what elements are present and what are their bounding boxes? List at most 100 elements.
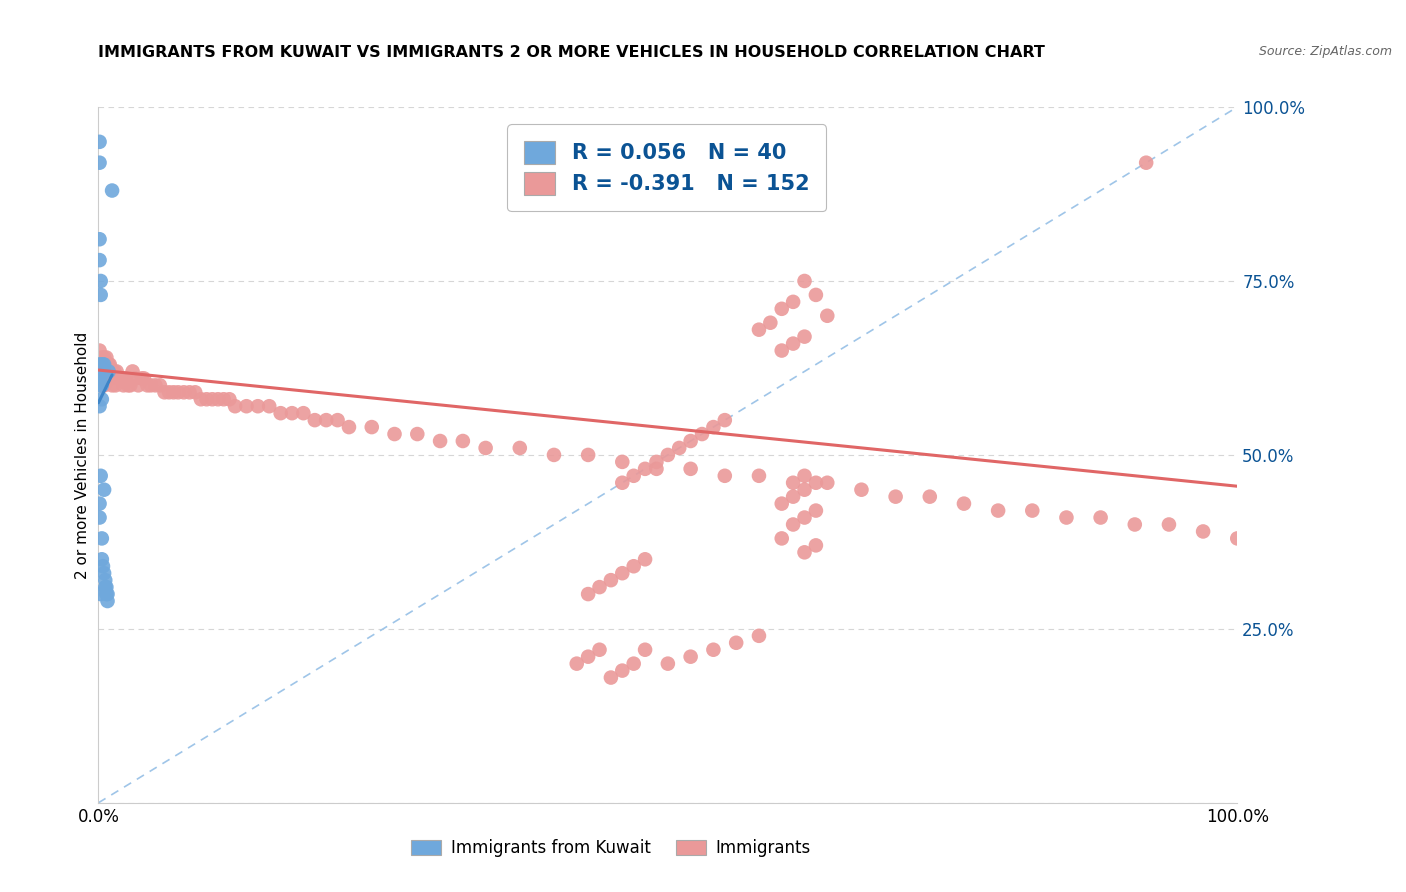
Point xyxy=(93,351,115,365)
Point xyxy=(96,580,118,594)
Point xyxy=(90,364,112,378)
Point xyxy=(645,462,668,476)
Point xyxy=(576,649,599,664)
Point xyxy=(93,378,115,392)
Point xyxy=(94,371,117,385)
Point xyxy=(89,364,111,378)
Point xyxy=(634,462,657,476)
Point xyxy=(90,358,112,372)
Point xyxy=(96,364,118,378)
Point xyxy=(218,392,240,407)
Point xyxy=(748,468,770,483)
Point xyxy=(89,343,111,358)
Point xyxy=(725,636,748,650)
Point xyxy=(145,378,167,392)
Point xyxy=(1192,524,1215,539)
Point xyxy=(623,559,645,574)
Point xyxy=(90,371,112,385)
Point xyxy=(565,657,588,671)
Point xyxy=(153,385,176,400)
Point xyxy=(89,371,111,385)
Point xyxy=(588,642,610,657)
Point xyxy=(612,455,634,469)
Point xyxy=(702,642,724,657)
Point xyxy=(98,358,121,372)
Point xyxy=(793,483,815,497)
Point xyxy=(804,475,827,490)
Point xyxy=(1135,155,1157,169)
Point xyxy=(90,587,112,601)
Point xyxy=(105,364,128,378)
Point xyxy=(645,455,668,469)
Point xyxy=(89,155,111,169)
Point xyxy=(623,657,645,671)
Point xyxy=(90,532,112,546)
Point xyxy=(108,371,131,385)
Point xyxy=(132,371,155,385)
Point xyxy=(509,441,531,455)
Point xyxy=(770,301,793,316)
Point xyxy=(87,371,110,385)
Point xyxy=(612,475,634,490)
Point xyxy=(93,364,115,378)
Point xyxy=(91,358,114,372)
Point xyxy=(770,532,793,546)
Point xyxy=(131,371,153,385)
Point xyxy=(90,364,112,378)
Point xyxy=(793,510,815,524)
Point xyxy=(97,371,120,385)
Point xyxy=(576,448,599,462)
Point xyxy=(117,378,139,392)
Point xyxy=(97,358,120,372)
Point xyxy=(89,399,111,413)
Point xyxy=(90,371,112,385)
Point xyxy=(139,378,162,392)
Point xyxy=(782,475,804,490)
Point xyxy=(96,587,118,601)
Point xyxy=(90,378,112,392)
Point xyxy=(96,594,118,608)
Point xyxy=(195,392,218,407)
Point xyxy=(668,441,690,455)
Point xyxy=(679,434,702,448)
Point xyxy=(93,483,115,497)
Point xyxy=(759,316,782,330)
Text: Source: ZipAtlas.com: Source: ZipAtlas.com xyxy=(1258,45,1392,58)
Point xyxy=(89,253,111,268)
Point xyxy=(124,371,146,385)
Point xyxy=(281,406,304,420)
Point xyxy=(104,378,127,392)
Point xyxy=(101,364,124,378)
Point xyxy=(246,399,269,413)
Point xyxy=(112,378,135,392)
Point xyxy=(429,434,451,448)
Point xyxy=(714,413,737,427)
Point xyxy=(576,587,599,601)
Point xyxy=(748,629,770,643)
Point xyxy=(1157,517,1180,532)
Point xyxy=(315,413,337,427)
Point xyxy=(793,329,815,343)
Point xyxy=(224,399,246,413)
Point xyxy=(157,385,180,400)
Point xyxy=(101,184,124,198)
Point xyxy=(90,378,112,392)
Point xyxy=(207,392,229,407)
Point xyxy=(851,483,873,497)
Point xyxy=(259,399,281,413)
Point xyxy=(96,358,118,372)
Point xyxy=(190,392,212,407)
Point xyxy=(793,545,815,559)
Point xyxy=(167,385,190,400)
Point xyxy=(782,517,804,532)
Point xyxy=(782,294,804,309)
Point xyxy=(89,510,111,524)
Point xyxy=(623,468,645,483)
Point xyxy=(588,580,610,594)
Point xyxy=(96,371,118,385)
Point xyxy=(110,371,132,385)
Point xyxy=(782,490,804,504)
Point xyxy=(103,364,125,378)
Point xyxy=(634,642,657,657)
Point xyxy=(634,552,657,566)
